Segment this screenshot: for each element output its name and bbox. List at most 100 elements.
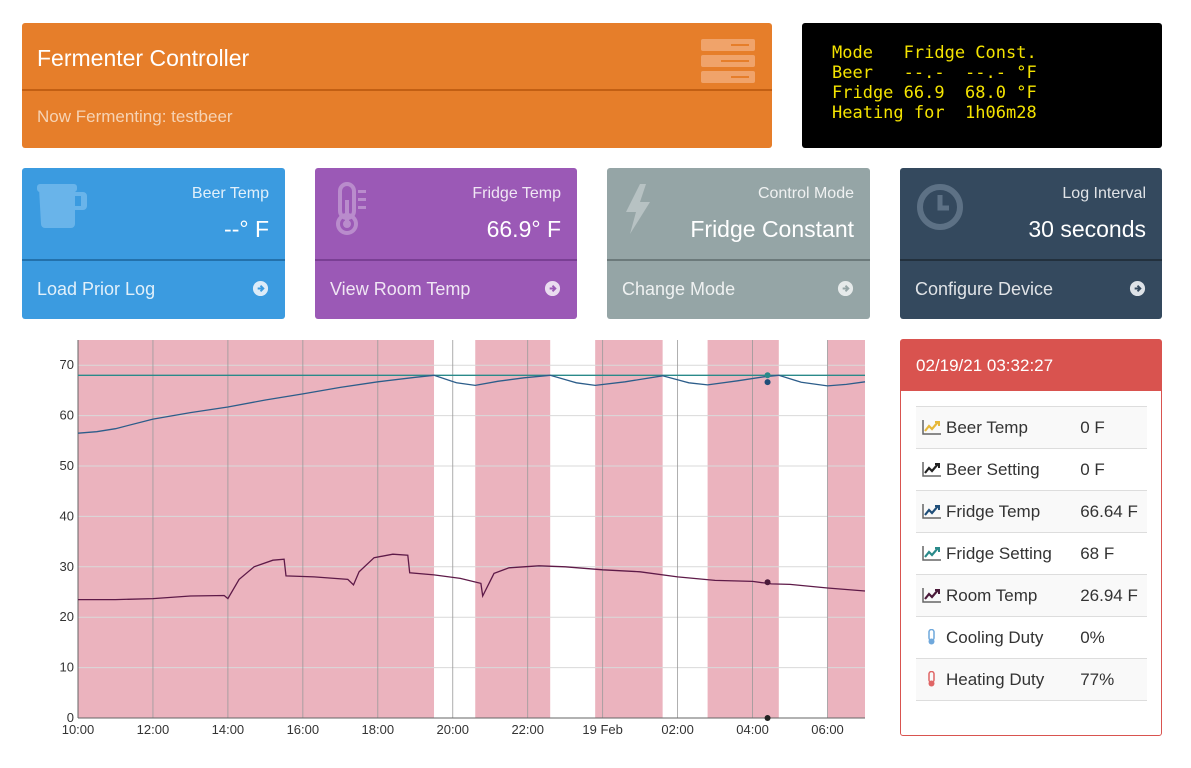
status-row-label: Beer Setting	[946, 459, 1040, 479]
data-marker	[764, 579, 771, 586]
status-row: Beer Setting 0 F	[916, 448, 1147, 491]
beer-mug-icon	[37, 184, 87, 228]
status-row-label: Room Temp	[946, 585, 1038, 605]
arrow-circle-right-icon[interactable]	[544, 280, 561, 297]
chart-line-icon	[922, 503, 941, 519]
status-row: Heating Duty 77%	[916, 658, 1147, 701]
log-interval-value: 30 seconds	[1028, 216, 1146, 242]
chart-line-icon	[922, 587, 941, 603]
status-row-value: 68 F	[1070, 532, 1147, 575]
y-tick-label: 70	[60, 357, 74, 372]
heating-band	[78, 340, 435, 718]
heating-band	[595, 340, 663, 718]
tile-label: Log Interval	[1062, 185, 1146, 202]
lcd-line-2: Beer --.- --.- °F	[832, 63, 1037, 83]
status-row-label: Cooling Duty	[946, 627, 1044, 647]
log-interval-tile: Log Interval 30 seconds Configure Device	[900, 168, 1162, 319]
tile-divider	[900, 259, 1162, 261]
status-row-label: Fridge Setting	[946, 543, 1052, 563]
status-row-label: Heating Duty	[946, 669, 1045, 689]
y-tick-label: 50	[60, 458, 74, 473]
server-stack-icon	[701, 39, 755, 83]
thermometer-hot-icon	[928, 670, 935, 686]
arrow-circle-right-icon[interactable]	[837, 280, 854, 297]
controller-header: Fermenter Controller Now Fermenting: tes…	[22, 23, 772, 148]
tile-divider	[607, 259, 870, 261]
chart-line-icon	[922, 419, 941, 435]
chart-line-icon	[922, 545, 941, 561]
status-row-value: 66.64 F	[1070, 490, 1147, 533]
x-tick-label: 18:00	[362, 722, 395, 737]
x-tick-label: 20:00	[436, 722, 469, 737]
temperature-log-chart[interactable]: 0 10 20 30 40 50 60 70 10:00 12:00 14:00 16:00 18:00…	[0, 335, 880, 755]
data-marker	[764, 715, 771, 721]
configure-device-link[interactable]: Configure Device	[915, 279, 1054, 299]
tile-divider	[22, 259, 285, 261]
tile-divider	[315, 259, 577, 261]
beer-temp-tile: Beer Temp --° F Load Prior Log	[22, 168, 285, 319]
status-row-value: 0 F	[1070, 406, 1147, 449]
status-row: Fridge Setting 68 F	[916, 532, 1147, 575]
now-fermenting-label: Now Fermenting: testbeer	[37, 107, 233, 126]
y-tick-label: 20	[60, 609, 74, 624]
status-row-value: 0%	[1070, 616, 1147, 659]
arrow-circle-right-icon[interactable]	[1129, 280, 1146, 297]
control-mode-value: Fridge Constant	[690, 216, 854, 242]
status-panel: 02/19/21 03:32:27 Beer Temp 0 F Beer Setti…	[900, 339, 1162, 736]
status-row-value: 0 F	[1070, 448, 1147, 491]
x-tick-label: 04:00	[736, 722, 769, 737]
lcd-line-4: Heating for 1h06m28	[832, 103, 1037, 123]
y-tick-label: 60	[60, 408, 74, 423]
status-table: Beer Temp 0 F Beer Setting 0 F Fridge Temp 66…	[916, 406, 1147, 701]
tile-label: Fridge Temp	[472, 185, 561, 202]
thermometer-icon	[336, 182, 366, 235]
heating-band	[827, 340, 865, 718]
x-tick-label: 02:00	[661, 722, 694, 737]
lightning-icon	[626, 184, 650, 234]
x-tick-label: 16:00	[287, 722, 320, 737]
lcd-text: Mode Fridge Const. Beer --.- --.- °F Fri…	[832, 43, 1037, 123]
series-line	[78, 553, 866, 601]
clock-icon	[917, 184, 963, 230]
status-row-value: 77%	[1070, 658, 1147, 701]
status-timestamp: 02/19/21 03:32:27	[901, 340, 1161, 391]
status-row-label: Fridge Temp	[946, 501, 1041, 521]
page-title: Fermenter Controller	[37, 45, 250, 71]
x-tick-label: 19 Feb	[582, 722, 622, 737]
chart-line-icon	[922, 461, 941, 477]
x-tick-label: 10:00	[62, 722, 95, 737]
tile-label: Control Mode	[757, 185, 854, 202]
x-tick-label: 14:00	[212, 722, 245, 737]
y-tick-label: 0	[67, 710, 74, 725]
tile-label: Beer Temp	[191, 185, 269, 202]
heating-band	[475, 340, 551, 718]
arrow-circle-right-icon[interactable]	[252, 280, 269, 297]
view-room-temp-link[interactable]: View Room Temp	[330, 279, 471, 299]
y-tick-label: 10	[60, 660, 74, 675]
status-row: Room Temp 26.94 F	[916, 574, 1147, 617]
load-prior-log-link[interactable]: Load Prior Log	[37, 279, 156, 299]
status-row-value: 26.94 F	[1070, 574, 1147, 617]
y-tick-label: 40	[60, 508, 74, 523]
heating-band	[707, 340, 779, 718]
x-tick-label: 22:00	[511, 722, 544, 737]
change-mode-link[interactable]: Change Mode	[622, 279, 736, 299]
x-tick-label: 06:00	[811, 722, 844, 737]
lcd-line-3: Fridge 66.9 68.0 °F	[832, 83, 1037, 103]
control-mode-tile: Control Mode Fridge Constant Change Mode	[607, 168, 870, 319]
data-marker	[764, 372, 771, 379]
y-tick-label: 30	[60, 559, 74, 574]
fridge-temp-value: 66.9° F	[486, 216, 561, 242]
fridge-temp-tile: Fridge Temp 66.9° F View Room Temp	[315, 168, 577, 319]
status-row-label: Beer Temp	[946, 417, 1028, 437]
header-divider	[22, 89, 772, 91]
status-row: Fridge Temp 66.64 F	[916, 490, 1147, 533]
status-row: Beer Temp 0 F	[916, 406, 1147, 449]
data-marker	[764, 379, 771, 386]
x-tick-label: 12:00	[137, 722, 170, 737]
lcd-line-1: Mode Fridge Const.	[832, 43, 1037, 63]
status-row: Cooling Duty 0%	[916, 616, 1147, 659]
beer-temp-value: --° F	[224, 216, 269, 242]
lcd-display: Mode Fridge Const. Beer --.- --.- °F Fri…	[802, 23, 1162, 148]
thermometer-cold-icon	[928, 628, 935, 644]
